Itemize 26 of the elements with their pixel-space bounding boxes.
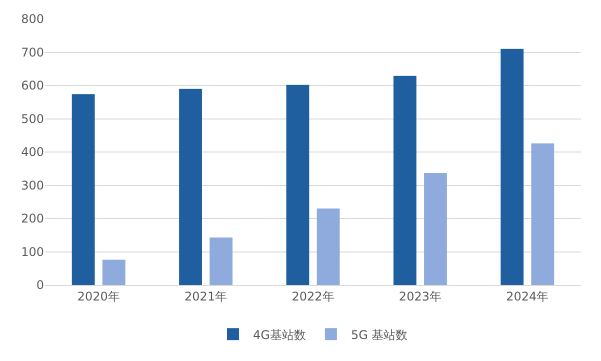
x-tick-label: 2023年 [398, 289, 442, 304]
y-tick-label: 500 [21, 112, 44, 126]
x-tick-label: 2022年 [292, 289, 334, 304]
bar [72, 94, 95, 285]
y-tick-label: 700 [21, 45, 44, 60]
bar [500, 48, 524, 285]
x-tick-label: 2020年 [77, 289, 120, 304]
y-tick-label: 0 [36, 278, 44, 292]
x-tick-label: 2024年 [506, 289, 549, 304]
bar [424, 172, 447, 285]
bar [179, 88, 202, 285]
bar [102, 260, 126, 285]
y-tick-label: 200 [21, 212, 44, 226]
y-tick-label: 100 [21, 244, 44, 259]
legend-label: 5G 基站数 [350, 328, 408, 342]
x-tick-label: 2021年 [184, 289, 228, 304]
y-tick-label: 800 [21, 12, 44, 26]
bar [393, 76, 416, 285]
bar [531, 143, 554, 285]
y-tick-label: 400 [21, 145, 44, 160]
bar [210, 237, 233, 285]
bar [316, 208, 340, 285]
y-tick-label: 300 [21, 178, 44, 192]
bar [286, 84, 310, 285]
y-tick-label: 600 [21, 78, 44, 93]
legend-label: 4G基站数 [253, 328, 306, 342]
